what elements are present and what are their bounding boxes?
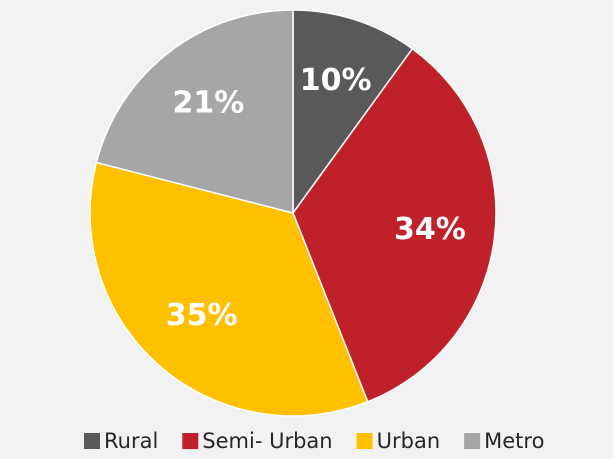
legend-label: Metro	[484, 429, 544, 453]
legend-swatch	[84, 433, 100, 449]
legend-swatch	[182, 433, 199, 449]
legend-label: Urban	[377, 429, 441, 453]
legend-swatch	[356, 433, 373, 449]
data-label: 34%	[394, 212, 466, 247]
pie-slice	[95, 9, 294, 214]
data-label: 10%	[300, 63, 372, 98]
pie-slice	[292, 47, 497, 403]
pie-slice	[89, 161, 369, 417]
legend-label: Semi- Urban	[202, 429, 332, 453]
legend-swatch	[464, 433, 481, 449]
data-label: 35%	[166, 298, 238, 333]
legend-label: Rural	[104, 429, 158, 453]
data-label: 21%	[172, 85, 244, 120]
pie-slice	[292, 9, 414, 216]
